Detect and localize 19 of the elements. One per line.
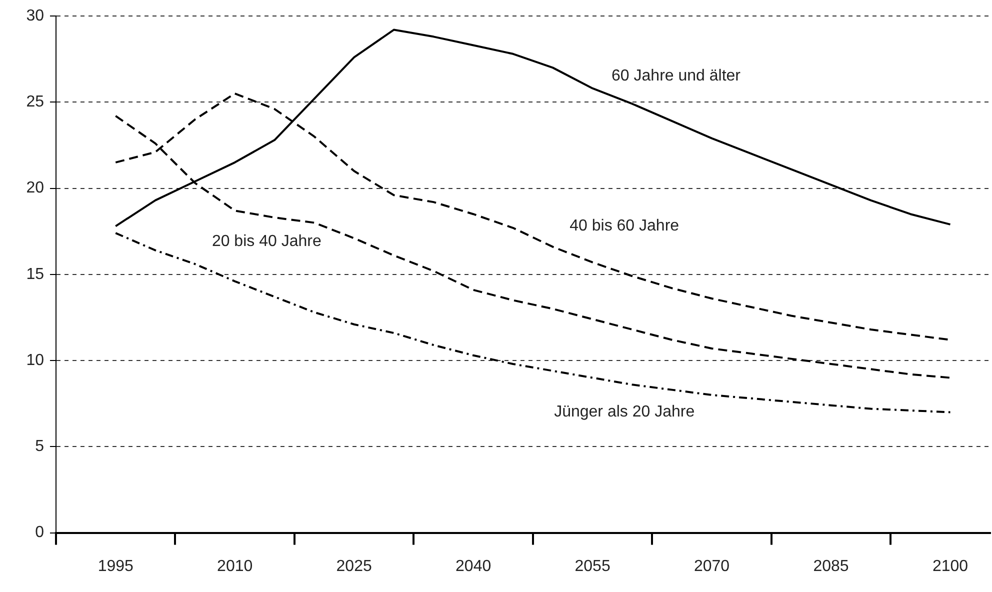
x-tick-label: 1995	[98, 558, 134, 575]
series-label: 20 bis 40 Jahre	[212, 233, 322, 250]
y-tick-label: 30	[26, 7, 44, 24]
y-tick-label: 15	[26, 266, 44, 283]
series-label: 40 bis 60 Jahre	[570, 218, 680, 235]
series-label: Jünger als 20 Jahre	[554, 404, 695, 421]
x-tick-label: 2055	[574, 558, 610, 575]
x-tick-label: 2085	[813, 558, 849, 575]
series-label: 60 Jahre und älter	[612, 68, 742, 85]
x-tick-label: 2070	[694, 558, 730, 575]
x-tick-label: 2010	[217, 558, 253, 575]
x-tick-label: 2025	[336, 558, 372, 575]
y-tick-label: 0	[35, 524, 44, 542]
y-tick-label: 25	[26, 94, 44, 111]
y-tick-label: 20	[26, 180, 44, 197]
x-tick-label: 2040	[456, 558, 492, 575]
y-tick-label: 10	[26, 352, 44, 369]
x-tick-label: 2100	[932, 558, 968, 575]
y-tick-label: 5	[35, 438, 44, 456]
